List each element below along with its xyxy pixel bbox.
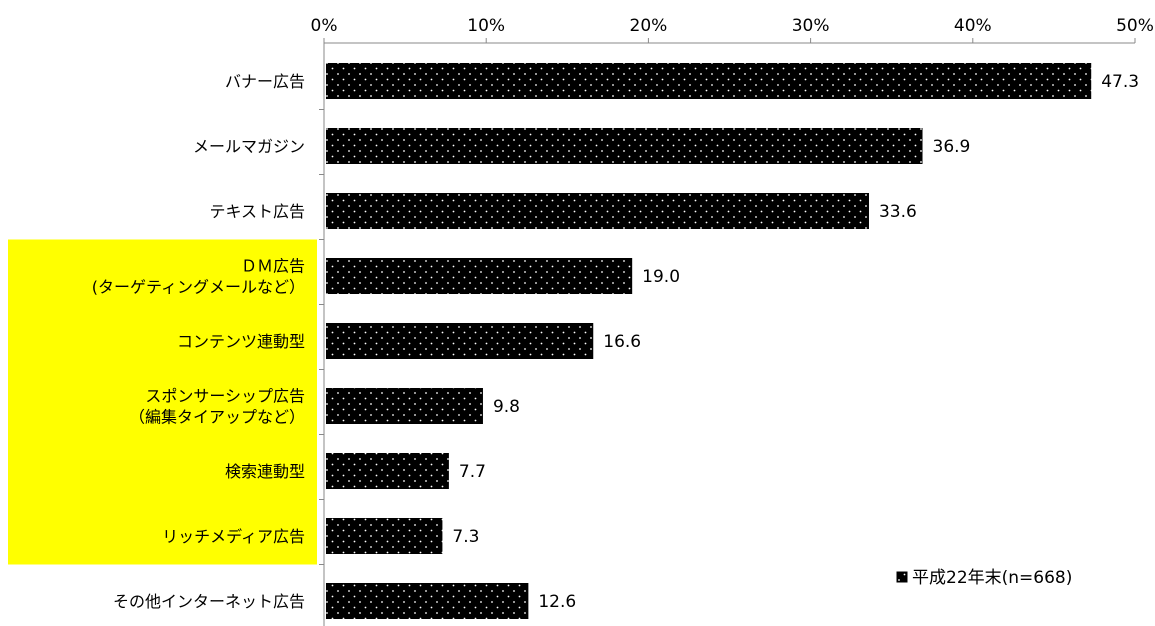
bar: [326, 583, 529, 619]
data-label: 16.6: [603, 332, 641, 352]
data-label: 12.6: [538, 592, 576, 612]
legend-label: 平成22年末(n=668): [912, 568, 1072, 588]
category-label: テキスト広告: [209, 202, 305, 221]
category-label: その他インターネット広告: [113, 592, 305, 611]
category-label: コンテンツ連動型: [177, 332, 305, 351]
bar: [326, 63, 1092, 99]
bar: [326, 453, 449, 489]
category-label: スポンサーシップ広告: [145, 387, 305, 406]
data-label: 19.0: [642, 267, 680, 287]
bar: [326, 323, 594, 359]
legend-swatch: [896, 571, 908, 583]
x-tick-label: 50%: [1116, 16, 1154, 36]
x-tick-label: 40%: [954, 16, 992, 36]
category-label: 検索連動型: [225, 462, 305, 481]
category-label: リッチメディア広告: [162, 527, 305, 546]
bar: [326, 128, 923, 164]
x-tick-label: 10%: [467, 16, 505, 36]
data-label: 7.3: [452, 527, 479, 547]
category-label: バナー広告: [225, 72, 305, 91]
data-label: 36.9: [933, 137, 971, 157]
data-label: 33.6: [879, 202, 917, 222]
x-tick-label: 30%: [792, 16, 830, 36]
data-label: 9.8: [493, 397, 520, 417]
category-label: (ターゲティングメールなど）: [92, 278, 305, 297]
bar: [326, 518, 443, 554]
legend: 平成22年末(n=668): [896, 568, 1072, 588]
bars: 47.3 36.9 33.6 19.0 16.6 9.8 7.7 7.3 12.6: [326, 63, 1139, 619]
category-label: ＤＭ広告: [241, 257, 305, 276]
category-label: メールマガジン: [193, 137, 305, 156]
x-tick-label: 20%: [630, 16, 668, 36]
category-highlight: [8, 239, 317, 565]
highlight-layer: [8, 239, 317, 565]
category-label: （編集タイアップなど）: [129, 408, 305, 427]
bar: [326, 258, 633, 294]
bar: [326, 193, 869, 229]
data-label: 7.7: [459, 462, 486, 482]
value-axis: 0% 10% 20% 30% 40% 50%: [311, 16, 1154, 626]
data-label: 47.3: [1101, 72, 1139, 92]
x-tick-label: 0%: [311, 16, 338, 36]
bar: [326, 388, 483, 424]
